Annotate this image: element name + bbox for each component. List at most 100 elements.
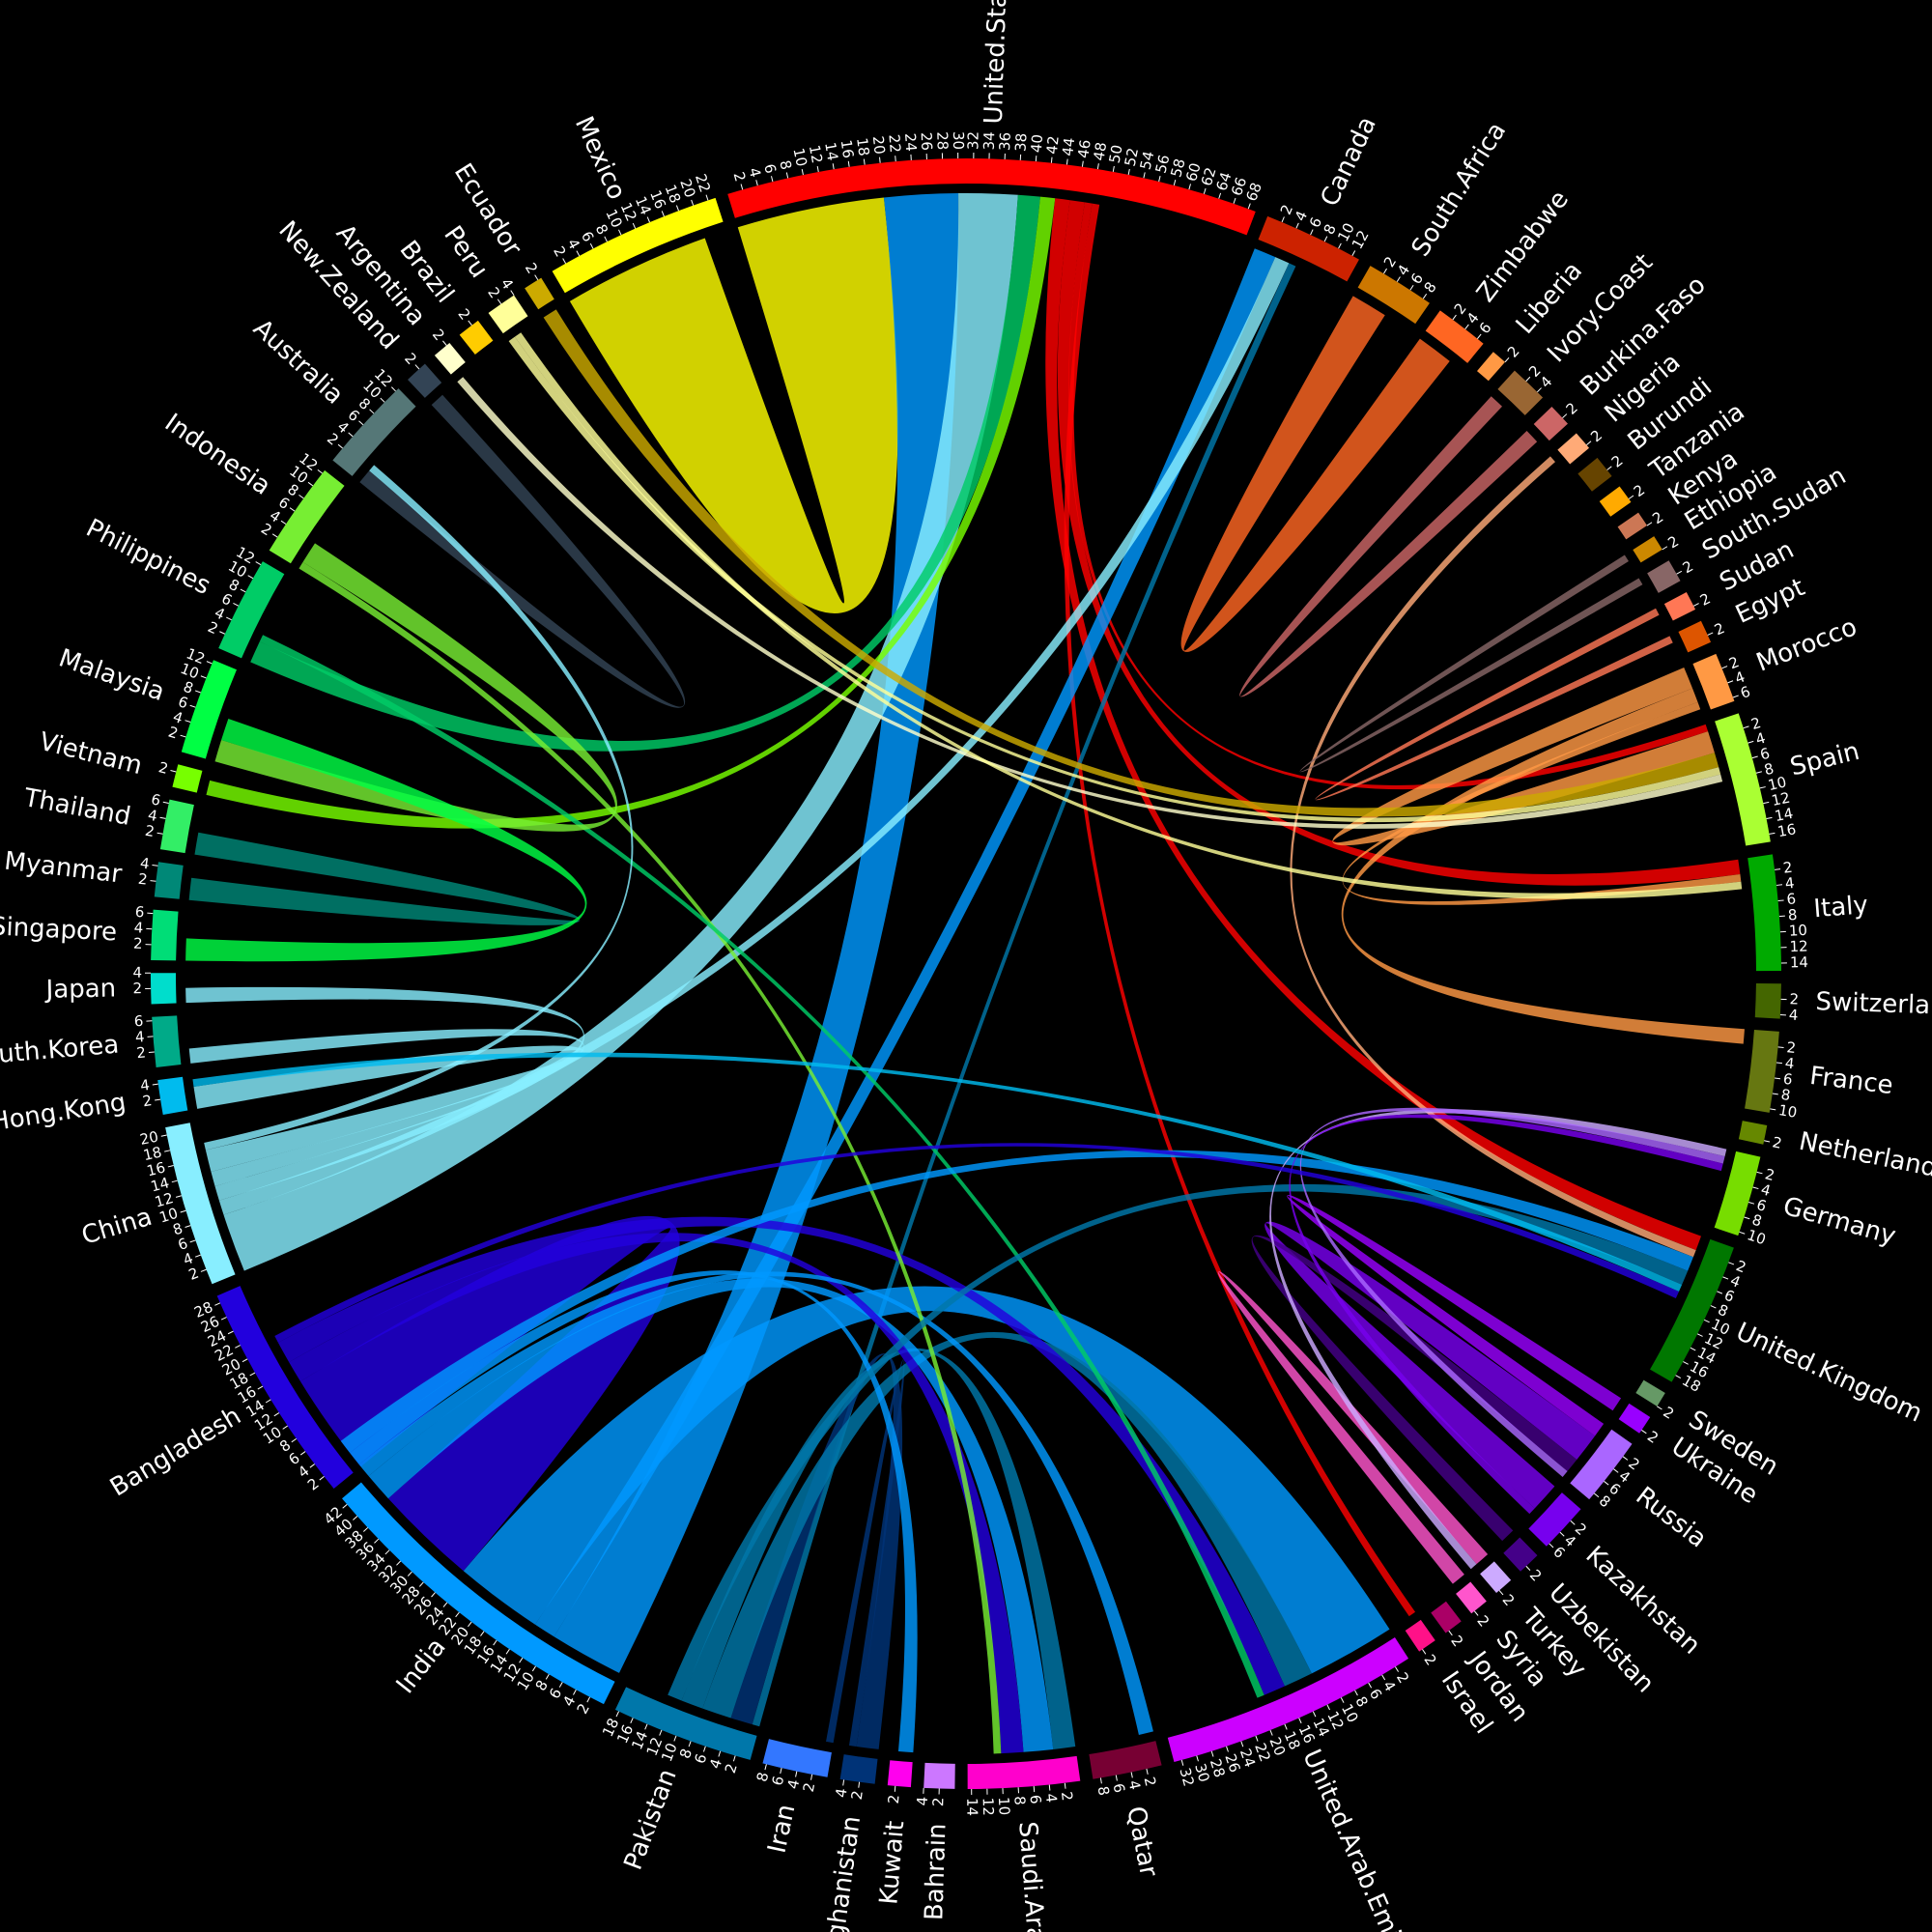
sector: [159, 799, 194, 854]
tick-label: 42: [1043, 135, 1063, 156]
sector-label: Indonesia: [159, 409, 275, 501]
tick-label: 2: [137, 870, 149, 889]
tick-mark: [189, 704, 196, 708]
tick-mark: [691, 199, 695, 206]
tick-mark: [185, 1225, 191, 1228]
tick-mark: [732, 1755, 736, 1762]
tick-mark: [1476, 333, 1482, 339]
tick-mark: [531, 1665, 536, 1672]
sector: [1477, 352, 1506, 382]
tick-label: 4: [132, 964, 142, 981]
sector: [1678, 620, 1712, 653]
tick-label: 10: [1777, 1101, 1799, 1122]
tick-label: 10: [658, 1741, 681, 1764]
sector: [1570, 1429, 1633, 1500]
tick-mark: [1622, 1456, 1629, 1461]
tick-mark: [1764, 1140, 1771, 1143]
chord: [1341, 688, 1745, 1044]
tick-mark: [764, 1764, 767, 1771]
tick-label: 22: [1251, 1741, 1274, 1764]
chord: [1342, 701, 1742, 905]
tick-mark: [227, 1330, 234, 1335]
chord: [188, 1029, 584, 1186]
tick-label: 6: [1786, 890, 1797, 908]
tick-label: 6: [1549, 1543, 1568, 1562]
sector-label: Canada: [1316, 112, 1382, 211]
tick-mark: [1310, 229, 1314, 236]
tick-mark: [675, 205, 679, 212]
tick-mark: [1383, 268, 1387, 274]
tick-mark: [1748, 1202, 1755, 1205]
sector: [151, 973, 177, 1005]
sector: [552, 197, 724, 294]
tick-mark: [342, 1503, 348, 1509]
tick-label: 10: [1766, 773, 1788, 794]
sector: [1528, 1492, 1581, 1547]
tick-mark: [1127, 168, 1130, 176]
tick-mark: [1727, 680, 1734, 684]
tick-mark: [431, 1592, 436, 1598]
tick-mark: [816, 165, 819, 173]
tick-mark: [1744, 1216, 1750, 1220]
chord: [223, 193, 1018, 1271]
tick-label: 10: [178, 660, 201, 683]
tick-mark: [1115, 1775, 1118, 1781]
tick-mark: [1464, 324, 1469, 329]
sector-label: Malaysia: [55, 643, 168, 707]
tick-mark: [573, 1689, 577, 1695]
tick-label: 8: [1010, 1796, 1029, 1806]
sector: [218, 561, 285, 659]
tick-label: 12: [1789, 937, 1808, 955]
tick-label: 8: [1420, 279, 1439, 297]
tick-label: 2: [929, 1797, 947, 1806]
tick-mark: [705, 194, 709, 201]
tick-label: 26: [1221, 1751, 1243, 1775]
tick-label: 2: [729, 170, 749, 184]
tick-mark: [175, 1195, 183, 1198]
tick-mark: [384, 1549, 390, 1555]
sector-label: Russia: [1631, 1482, 1713, 1554]
sector: [1405, 1619, 1435, 1652]
sector: [1635, 1379, 1665, 1406]
tick-mark: [1255, 1735, 1259, 1742]
tick-mark: [1096, 163, 1099, 170]
tick-mark: [1338, 242, 1342, 249]
tick-mark: [1690, 1347, 1696, 1351]
tick-mark: [1559, 1531, 1565, 1537]
tick-mark: [646, 216, 650, 223]
tick-mark: [688, 1741, 692, 1747]
tick-label: 16: [838, 139, 858, 159]
tick-mark: [795, 1771, 798, 1777]
sector-label: Myanmar: [3, 847, 124, 890]
tick-mark: [661, 211, 665, 217]
tick-mark: [1381, 1674, 1386, 1681]
tick-label: 2: [1697, 589, 1714, 609]
tick-label: 4: [133, 919, 144, 936]
tick-mark: [1769, 832, 1776, 835]
sector-label: United.States: [980, 0, 1014, 125]
tick-mark: [1269, 1729, 1273, 1736]
sector: [1503, 1537, 1538, 1572]
tick-label: 62: [1198, 165, 1220, 188]
tick-label: 24: [901, 132, 920, 152]
tick-mark: [1422, 1649, 1427, 1655]
sector-label: Kuwait: [874, 1820, 910, 1906]
sector: [1167, 1637, 1409, 1763]
sector-label: Mexico: [569, 112, 632, 204]
tick-label: 8: [1762, 759, 1776, 779]
tick-mark: [150, 880, 156, 882]
tick-mark: [407, 1571, 412, 1577]
tick-mark: [282, 1425, 288, 1430]
tick-mark: [233, 603, 240, 607]
tick-mark: [369, 409, 375, 414]
sector: [157, 1076, 188, 1116]
tick-mark: [1755, 771, 1762, 774]
tick-mark: [1295, 222, 1299, 229]
tick-mark: [1722, 1276, 1729, 1280]
tick-mark: [1570, 1520, 1576, 1525]
tick-label: 4: [1788, 1007, 1798, 1024]
tick-label: 14: [1774, 805, 1795, 825]
chord: [463, 1286, 1390, 1674]
tick-label: 10: [789, 147, 810, 168]
tick-mark: [1763, 801, 1770, 805]
